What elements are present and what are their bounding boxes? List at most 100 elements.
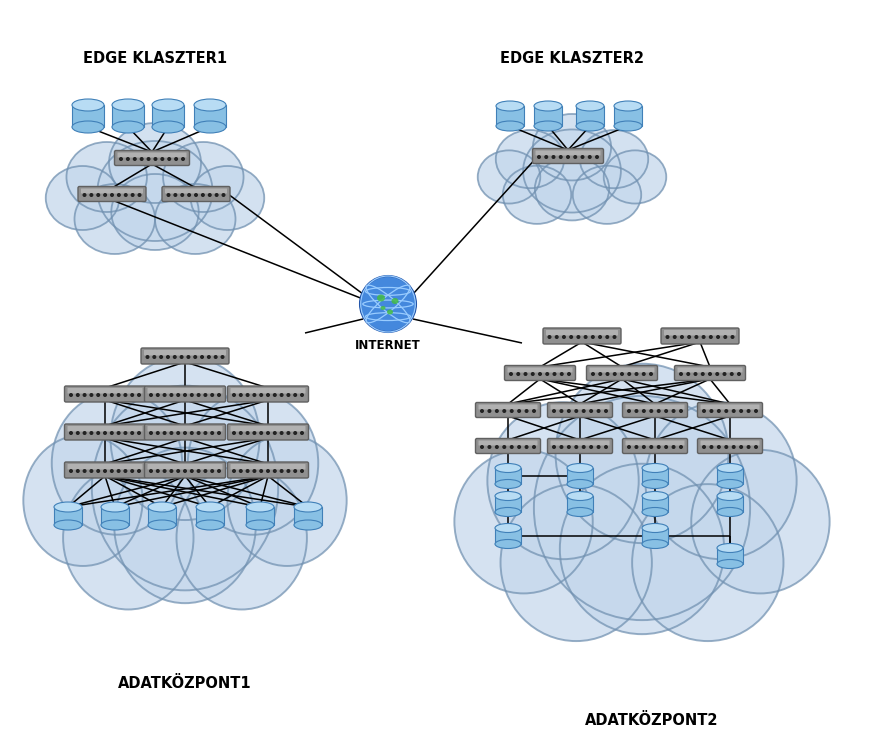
Bar (194, 105, 226, 127)
FancyBboxPatch shape (144, 350, 226, 355)
Circle shape (599, 373, 601, 375)
Ellipse shape (567, 463, 593, 472)
Circle shape (161, 158, 164, 160)
Circle shape (570, 336, 572, 338)
Ellipse shape (246, 520, 274, 530)
FancyBboxPatch shape (664, 330, 736, 336)
Circle shape (495, 410, 498, 412)
Circle shape (703, 410, 705, 412)
Bar (717, 468, 743, 484)
FancyBboxPatch shape (141, 348, 229, 364)
Circle shape (627, 410, 630, 412)
Ellipse shape (717, 544, 743, 553)
Bar (101, 507, 129, 525)
Circle shape (598, 410, 600, 412)
FancyBboxPatch shape (144, 386, 226, 402)
Circle shape (181, 194, 184, 197)
Ellipse shape (294, 520, 322, 530)
Circle shape (117, 432, 120, 434)
Circle shape (97, 394, 100, 396)
FancyBboxPatch shape (586, 365, 657, 380)
Circle shape (166, 356, 169, 358)
Circle shape (164, 432, 166, 434)
Circle shape (583, 410, 585, 412)
Circle shape (650, 446, 653, 448)
FancyBboxPatch shape (475, 438, 541, 454)
Ellipse shape (196, 502, 224, 512)
Circle shape (147, 158, 150, 160)
Circle shape (568, 373, 570, 375)
Ellipse shape (74, 184, 155, 254)
Circle shape (117, 469, 120, 472)
Circle shape (168, 158, 171, 160)
Circle shape (680, 373, 682, 375)
FancyBboxPatch shape (479, 404, 537, 410)
Bar (196, 507, 224, 525)
Circle shape (90, 194, 93, 197)
Circle shape (204, 432, 206, 434)
Circle shape (111, 194, 113, 197)
Circle shape (294, 394, 297, 396)
FancyBboxPatch shape (536, 150, 600, 156)
Circle shape (117, 394, 120, 396)
Circle shape (725, 446, 728, 448)
Circle shape (709, 373, 711, 375)
Ellipse shape (556, 364, 729, 543)
Ellipse shape (72, 121, 104, 133)
Bar (717, 496, 743, 512)
Circle shape (90, 469, 93, 472)
Circle shape (724, 336, 726, 338)
Circle shape (83, 432, 86, 434)
Ellipse shape (294, 502, 322, 512)
Circle shape (598, 336, 601, 338)
Circle shape (137, 394, 140, 396)
Circle shape (674, 336, 676, 338)
FancyBboxPatch shape (626, 404, 684, 410)
Ellipse shape (580, 130, 648, 188)
Ellipse shape (576, 101, 604, 111)
FancyBboxPatch shape (677, 367, 743, 373)
Circle shape (560, 446, 563, 448)
Circle shape (583, 446, 585, 448)
Ellipse shape (632, 484, 783, 641)
Circle shape (650, 410, 653, 412)
Circle shape (553, 446, 556, 448)
Ellipse shape (63, 466, 193, 609)
Bar (148, 507, 176, 525)
Bar (294, 507, 322, 525)
Text: EDGE KLASZTER1: EDGE KLASZTER1 (83, 51, 228, 66)
Circle shape (710, 336, 712, 338)
Circle shape (613, 336, 616, 338)
Ellipse shape (54, 520, 82, 530)
FancyBboxPatch shape (162, 187, 230, 202)
Bar (495, 528, 521, 544)
Circle shape (590, 446, 592, 448)
Circle shape (488, 410, 491, 412)
Circle shape (260, 432, 262, 434)
Circle shape (287, 432, 290, 434)
Ellipse shape (152, 121, 184, 133)
Circle shape (525, 446, 528, 448)
Circle shape (167, 194, 170, 197)
Ellipse shape (642, 507, 668, 516)
Ellipse shape (177, 466, 307, 609)
Bar (614, 106, 642, 126)
Circle shape (301, 394, 304, 396)
Circle shape (724, 373, 725, 375)
Ellipse shape (614, 101, 642, 111)
Circle shape (518, 410, 521, 412)
FancyBboxPatch shape (228, 424, 309, 440)
Circle shape (154, 158, 157, 160)
Ellipse shape (97, 141, 213, 241)
Circle shape (680, 410, 682, 412)
Circle shape (665, 410, 668, 412)
Bar (496, 106, 524, 126)
Circle shape (695, 336, 697, 338)
FancyBboxPatch shape (115, 150, 190, 166)
Circle shape (694, 373, 696, 375)
Circle shape (606, 336, 609, 338)
Circle shape (510, 410, 513, 412)
Ellipse shape (496, 101, 524, 111)
FancyBboxPatch shape (65, 424, 145, 440)
Circle shape (559, 156, 562, 158)
